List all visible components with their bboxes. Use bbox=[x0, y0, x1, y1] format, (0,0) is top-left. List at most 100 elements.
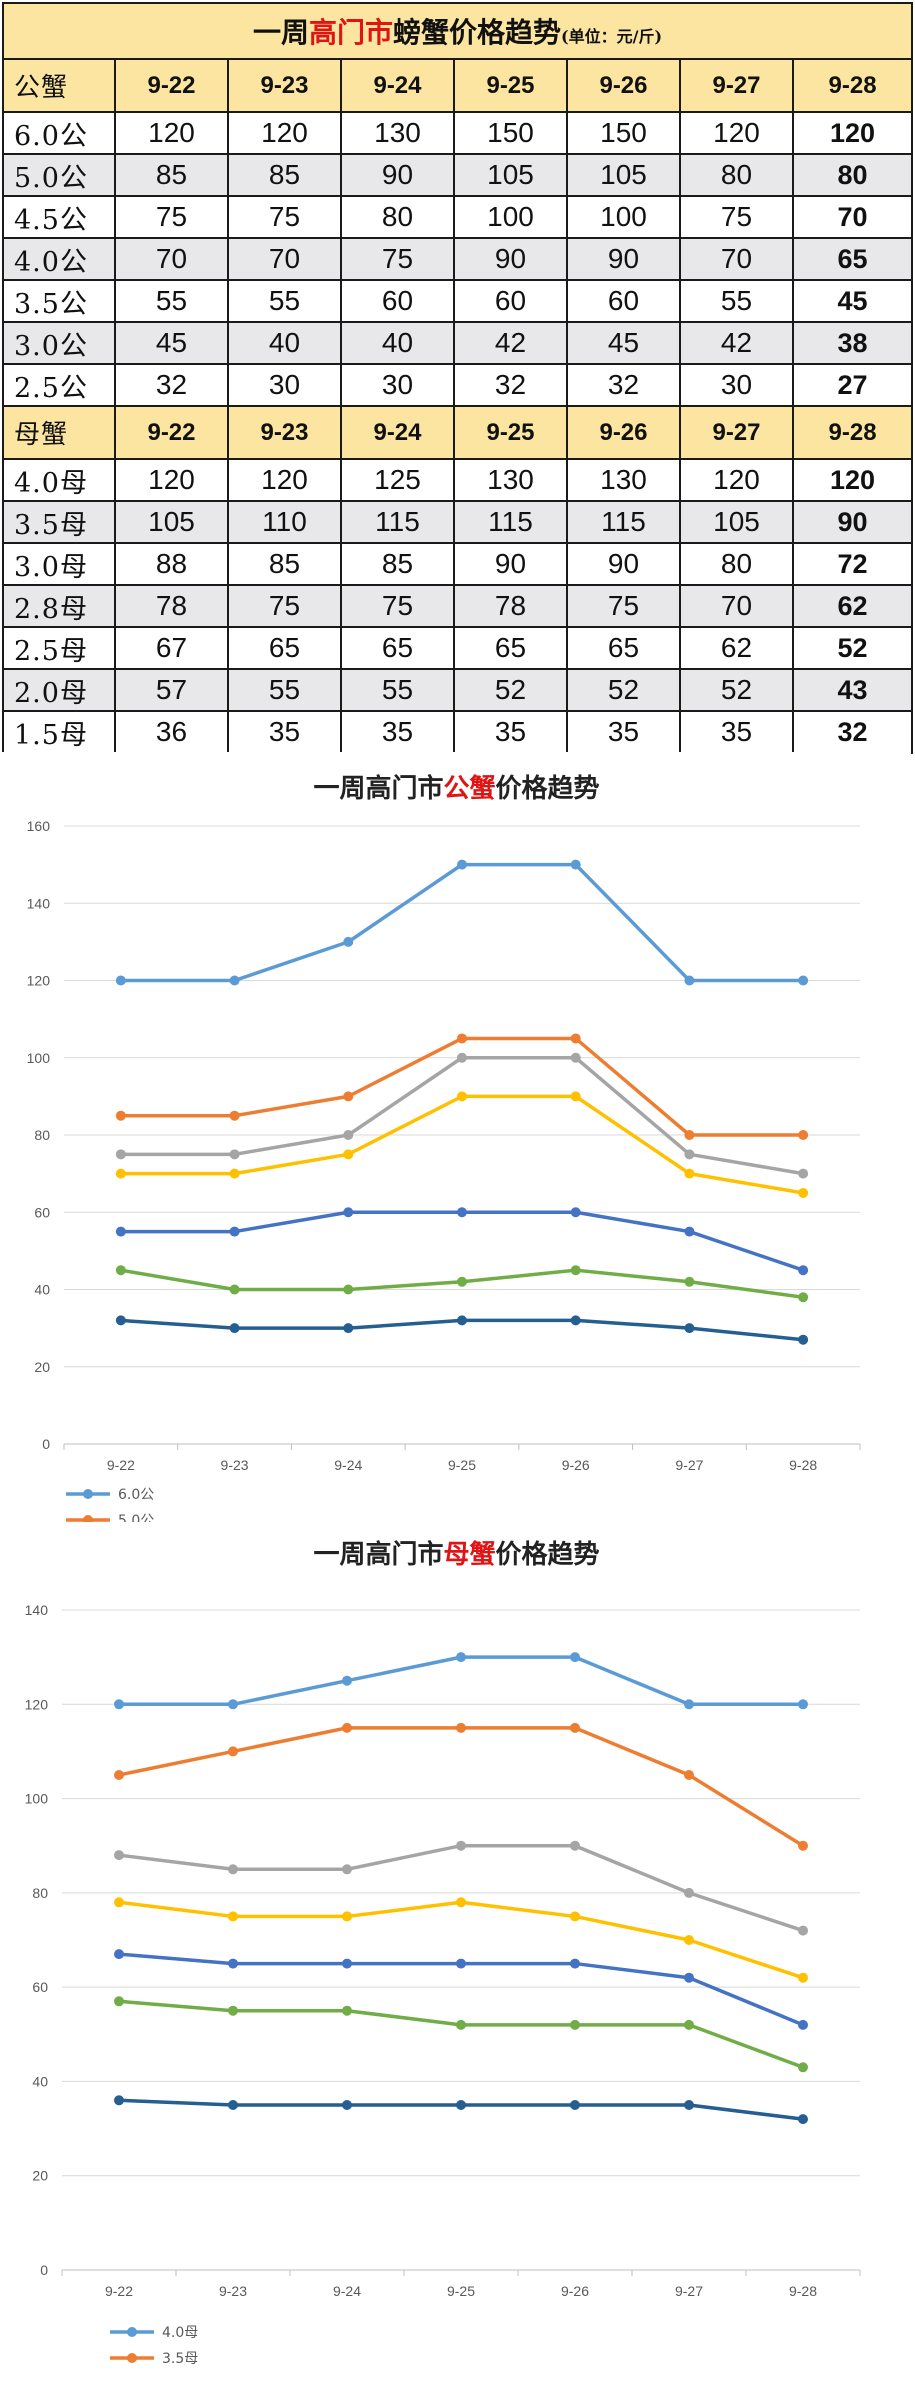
price-cell: 90 bbox=[453, 542, 568, 586]
data-point bbox=[798, 1130, 809, 1140]
table-row: 3.5公 55 55 60 60 60 55 45 bbox=[2, 279, 914, 323]
x-tick-label: 9-24 bbox=[333, 2283, 361, 2299]
price-cell: 105 bbox=[566, 153, 681, 197]
data-point bbox=[343, 1130, 354, 1140]
data-point bbox=[228, 1746, 238, 1757]
data-point bbox=[342, 1722, 352, 1733]
y-tick-label: 80 bbox=[32, 1885, 48, 1901]
data-point bbox=[114, 1996, 124, 2007]
x-tick-label: 9-23 bbox=[219, 2283, 247, 2299]
data-point bbox=[114, 2095, 124, 2106]
legend-label: 5.0公 bbox=[118, 1513, 154, 1522]
legend-marker bbox=[127, 2353, 137, 2363]
data-point bbox=[229, 975, 240, 986]
price-cell: 55 bbox=[227, 668, 342, 712]
table-title-unit: (单位：元/斤) bbox=[561, 27, 663, 46]
data-point bbox=[798, 1334, 809, 1345]
data-point bbox=[115, 1226, 126, 1237]
female-size-label: 3.5母 bbox=[2, 500, 116, 544]
price-cell: 120 bbox=[227, 458, 342, 502]
price-cell: 65 bbox=[453, 626, 568, 670]
price-cell: 30 bbox=[679, 363, 794, 407]
data-point bbox=[457, 1276, 467, 1287]
female-size-label: 3.0母 bbox=[2, 542, 116, 586]
price-cell: 65 bbox=[791, 237, 914, 281]
male-chart-title: 一周高门市公蟹价格趋势 bbox=[2, 768, 911, 805]
data-point bbox=[343, 1149, 354, 1160]
data-point bbox=[342, 1864, 352, 1875]
female-header-row: 母蟹 9-22 9-23 9-24 9-25 9-26 9-27 9-28 bbox=[2, 405, 914, 460]
price-cell: 85 bbox=[114, 153, 229, 197]
x-tick-label: 9-25 bbox=[448, 1457, 476, 1473]
female-chart-title: 一周高门市母蟹价格趋势 bbox=[2, 1534, 911, 1571]
male-size-label: 3.5公 bbox=[2, 279, 116, 323]
price-cell: 45 bbox=[791, 279, 914, 323]
data-point bbox=[456, 2100, 466, 2110]
price-cell: 52 bbox=[566, 668, 681, 712]
legend-marker bbox=[127, 2327, 137, 2337]
price-cell: 57 bbox=[114, 668, 229, 712]
data-point bbox=[457, 1207, 467, 1218]
price-cell: 120 bbox=[679, 458, 794, 502]
data-point bbox=[229, 1168, 240, 1179]
data-point bbox=[115, 1315, 126, 1326]
female-chart-title-pre: 一周高门市 bbox=[313, 1540, 444, 1570]
male-header-row: 公蟹 9-22 9-23 9-24 9-25 9-26 9-27 9-28 bbox=[2, 58, 914, 113]
data-point bbox=[343, 1284, 354, 1295]
data-point bbox=[115, 1110, 126, 1121]
data-point bbox=[684, 1276, 695, 1287]
table-title-market: 高门市 bbox=[309, 16, 394, 49]
y-tick-label: 140 bbox=[27, 895, 51, 911]
data-point bbox=[342, 2100, 352, 2110]
data-point bbox=[342, 1911, 352, 1922]
y-tick-label: 160 bbox=[27, 818, 51, 834]
price-cell: 45 bbox=[566, 321, 681, 365]
price-cell: 105 bbox=[114, 500, 229, 544]
y-tick-label: 20 bbox=[32, 2168, 48, 2184]
data-point bbox=[456, 2019, 466, 2030]
price-cell: 52 bbox=[453, 668, 568, 712]
male-header-date: 9-24 bbox=[340, 58, 455, 113]
male-size-label: 4.5公 bbox=[2, 195, 116, 239]
data-point bbox=[798, 975, 809, 986]
female-header-date: 9-23 bbox=[227, 405, 342, 460]
table-row: 2.8母 78 75 75 78 75 70 62 bbox=[2, 584, 914, 628]
data-point bbox=[798, 1972, 808, 1983]
male-chart-title-red: 公蟹 bbox=[443, 774, 496, 804]
male-header-date: 9-27 bbox=[679, 58, 794, 113]
y-tick-label: 60 bbox=[32, 1979, 48, 1995]
male-crab-chart: 一周高门市公蟹价格趋势 0 20 40 60 80 100 120 140 160 9-22 9-2… bbox=[2, 752, 911, 1522]
data-point bbox=[798, 1925, 808, 1936]
data-point bbox=[684, 2100, 694, 2110]
price-cell: 75 bbox=[114, 195, 229, 239]
data-point bbox=[684, 1887, 694, 1898]
x-tick-label: 9-25 bbox=[447, 2283, 475, 2299]
data-point bbox=[684, 1130, 695, 1140]
data-point bbox=[570, 2100, 580, 2110]
female-header-date: 9-27 bbox=[679, 405, 794, 460]
x-tick-label: 9-23 bbox=[221, 1457, 249, 1473]
table-row: 3.0母 88 85 85 90 90 80 72 bbox=[2, 542, 914, 586]
data-point bbox=[798, 1840, 808, 1851]
table-title-pre: 一周 bbox=[253, 16, 310, 49]
data-point bbox=[684, 1972, 694, 1983]
price-cell: 35 bbox=[340, 710, 455, 754]
male-size-label: 6.0公 bbox=[2, 111, 116, 155]
male-size-label: 3.0公 bbox=[2, 321, 116, 365]
data-point bbox=[456, 1958, 466, 1969]
table-title-post: 螃蟹价格趋势 bbox=[393, 16, 562, 49]
male-size-label: 2.5公 bbox=[2, 363, 116, 407]
y-tick-label: 80 bbox=[34, 1127, 50, 1143]
price-cell: 85 bbox=[227, 542, 342, 586]
legend-label: 3.5母 bbox=[162, 2351, 198, 2367]
data-point bbox=[457, 1033, 467, 1044]
price-cell: 30 bbox=[340, 363, 455, 407]
data-point bbox=[228, 2100, 238, 2110]
price-cell: 42 bbox=[679, 321, 794, 365]
series-line bbox=[120, 1210, 804, 1272]
price-cell: 65 bbox=[227, 626, 342, 670]
legend-marker bbox=[83, 1515, 93, 1522]
data-point bbox=[229, 1226, 240, 1237]
price-cell: 150 bbox=[453, 111, 568, 155]
price-cell: 70 bbox=[227, 237, 342, 281]
